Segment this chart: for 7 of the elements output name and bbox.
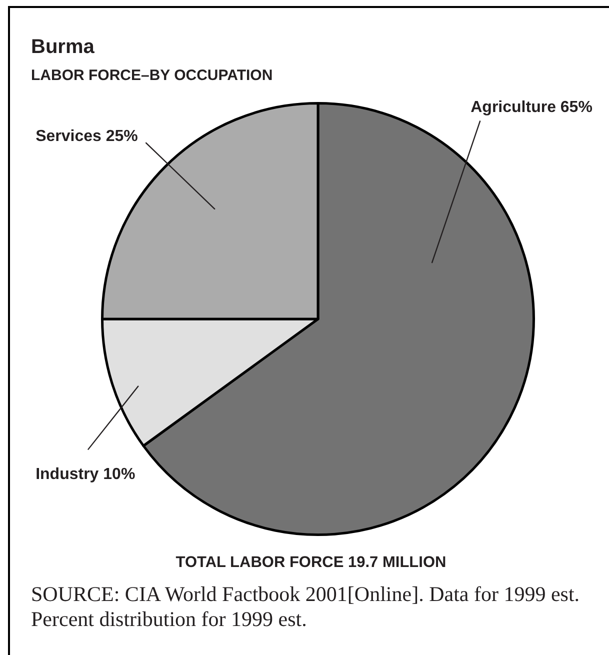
- slice-label: Agriculture 65%: [470, 98, 592, 116]
- chart-title: Burma: [31, 36, 94, 58]
- chart-subtitle: LABOR FORCE–BY OCCUPATION: [31, 67, 273, 84]
- text: TOTAL LABOR FORCE 19.7 MILLION: [176, 554, 446, 571]
- source-note: SOURCE: CIA World Factbook 2001[Online]. Data for 1999 est. Percent distribution for 1999 est.: [31, 582, 581, 632]
- slice-label: Industry 10%: [36, 466, 136, 484]
- slice-label: Services 25%: [36, 128, 138, 146]
